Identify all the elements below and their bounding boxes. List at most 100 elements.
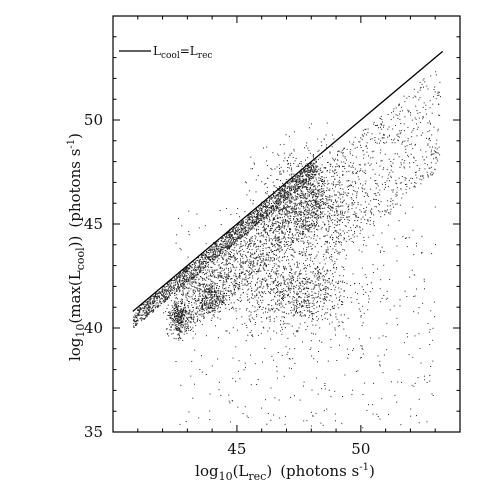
scatter-point bbox=[287, 282, 289, 284]
scatter-point bbox=[303, 305, 305, 307]
scatter-point bbox=[279, 299, 280, 301]
scatter-point bbox=[135, 324, 137, 326]
scatter-point bbox=[358, 308, 360, 310]
scatter-point bbox=[298, 288, 300, 290]
scatter-point bbox=[216, 296, 218, 298]
scatter-point bbox=[206, 288, 208, 290]
scatter-point bbox=[315, 268, 317, 270]
scatter-point bbox=[278, 232, 280, 234]
scatter-point bbox=[263, 223, 265, 225]
scatter-point bbox=[271, 207, 272, 209]
scatter-point bbox=[240, 265, 242, 267]
scatter-point bbox=[230, 302, 232, 304]
scatter-point bbox=[261, 201, 263, 203]
scatter-point bbox=[227, 268, 229, 270]
scatter-point bbox=[322, 183, 323, 184]
scatter-point bbox=[298, 296, 300, 298]
scatter-point bbox=[218, 299, 220, 301]
scatter-point bbox=[171, 280, 173, 281]
scatter-point bbox=[260, 220, 262, 222]
scatter-point bbox=[237, 224, 239, 226]
scatter-point bbox=[181, 280, 183, 281]
scatter-point bbox=[219, 301, 221, 303]
scatter-point bbox=[233, 238, 235, 240]
scatter-point bbox=[214, 263, 216, 265]
scatter-point bbox=[287, 237, 289, 239]
scatter-point bbox=[313, 199, 315, 201]
scatter-point bbox=[207, 256, 209, 258]
scatter-point bbox=[173, 313, 175, 315]
scatter-point bbox=[239, 229, 241, 231]
scatter-point bbox=[234, 272, 236, 274]
scatter-point bbox=[315, 296, 317, 298]
scatter-point bbox=[175, 325, 177, 327]
scatter-point bbox=[186, 270, 188, 271]
scatter-point bbox=[182, 272, 184, 273]
scatter-point bbox=[323, 287, 325, 289]
scatter-point bbox=[227, 231, 229, 233]
scatter-point bbox=[303, 216, 305, 218]
scatter-point bbox=[194, 312, 196, 314]
scatter-point bbox=[236, 233, 238, 235]
scatter-point bbox=[297, 265, 298, 267]
scatter-point bbox=[241, 223, 243, 225]
scatter-point bbox=[217, 259, 219, 261]
scatter-point bbox=[202, 307, 203, 309]
scatter-point bbox=[179, 275, 181, 277]
scatter-point bbox=[224, 254, 226, 256]
scatter-point bbox=[170, 316, 172, 318]
scatter-point bbox=[249, 274, 251, 276]
scatter-point bbox=[310, 171, 312, 173]
scatter-point bbox=[290, 196, 292, 198]
scatter-point bbox=[273, 244, 275, 246]
scatter-point bbox=[271, 277, 273, 279]
scatter-point bbox=[251, 228, 253, 230]
scatter-point bbox=[328, 226, 330, 228]
scatter-point bbox=[313, 166, 314, 168]
scatter-point bbox=[287, 221, 289, 223]
scatter-point bbox=[311, 291, 313, 293]
scatter-point bbox=[281, 298, 282, 299]
scatter-point bbox=[252, 305, 254, 307]
scatter-point bbox=[273, 208, 275, 210]
scatter-point bbox=[152, 311, 154, 313]
scatter-point bbox=[312, 324, 314, 326]
scatter-point bbox=[209, 257, 210, 259]
scatter-point bbox=[276, 201, 278, 203]
scatter-point bbox=[332, 306, 334, 307]
scatter-point bbox=[234, 247, 236, 249]
scatter-point bbox=[180, 321, 182, 323]
scatter-point bbox=[265, 236, 267, 238]
scatter-point bbox=[296, 165, 298, 167]
scatter-point bbox=[182, 321, 184, 323]
scatter-point bbox=[185, 281, 187, 283]
scatter-point bbox=[275, 291, 277, 293]
scatter-point bbox=[294, 185, 296, 187]
scatter-point bbox=[201, 300, 203, 302]
scatter-point bbox=[160, 291, 162, 293]
scatter-point bbox=[228, 231, 230, 233]
scatter-point bbox=[310, 166, 312, 168]
scatter-point bbox=[308, 166, 310, 168]
scatter-point bbox=[187, 322, 189, 324]
scatter-point bbox=[262, 266, 264, 268]
scatter-point bbox=[249, 256, 251, 257]
scatter-point bbox=[214, 248, 216, 250]
scatter-point bbox=[289, 200, 291, 202]
scatter-point bbox=[248, 229, 250, 231]
scatter-point bbox=[282, 300, 284, 301]
scatter-point bbox=[283, 193, 285, 195]
scatter-point bbox=[278, 248, 280, 250]
scatter-point bbox=[286, 244, 288, 246]
scatter-point bbox=[148, 310, 150, 312]
scatter-point bbox=[255, 257, 257, 258]
scatter-point bbox=[295, 183, 297, 185]
scatter-point bbox=[340, 314, 342, 316]
scatter-point bbox=[266, 285, 268, 287]
scatter-point bbox=[333, 232, 335, 234]
scatter-point bbox=[343, 269, 345, 271]
scatter-point bbox=[266, 214, 268, 216]
scatter-point bbox=[210, 250, 212, 252]
scatter-point bbox=[293, 237, 295, 239]
scatter-point bbox=[240, 250, 242, 252]
